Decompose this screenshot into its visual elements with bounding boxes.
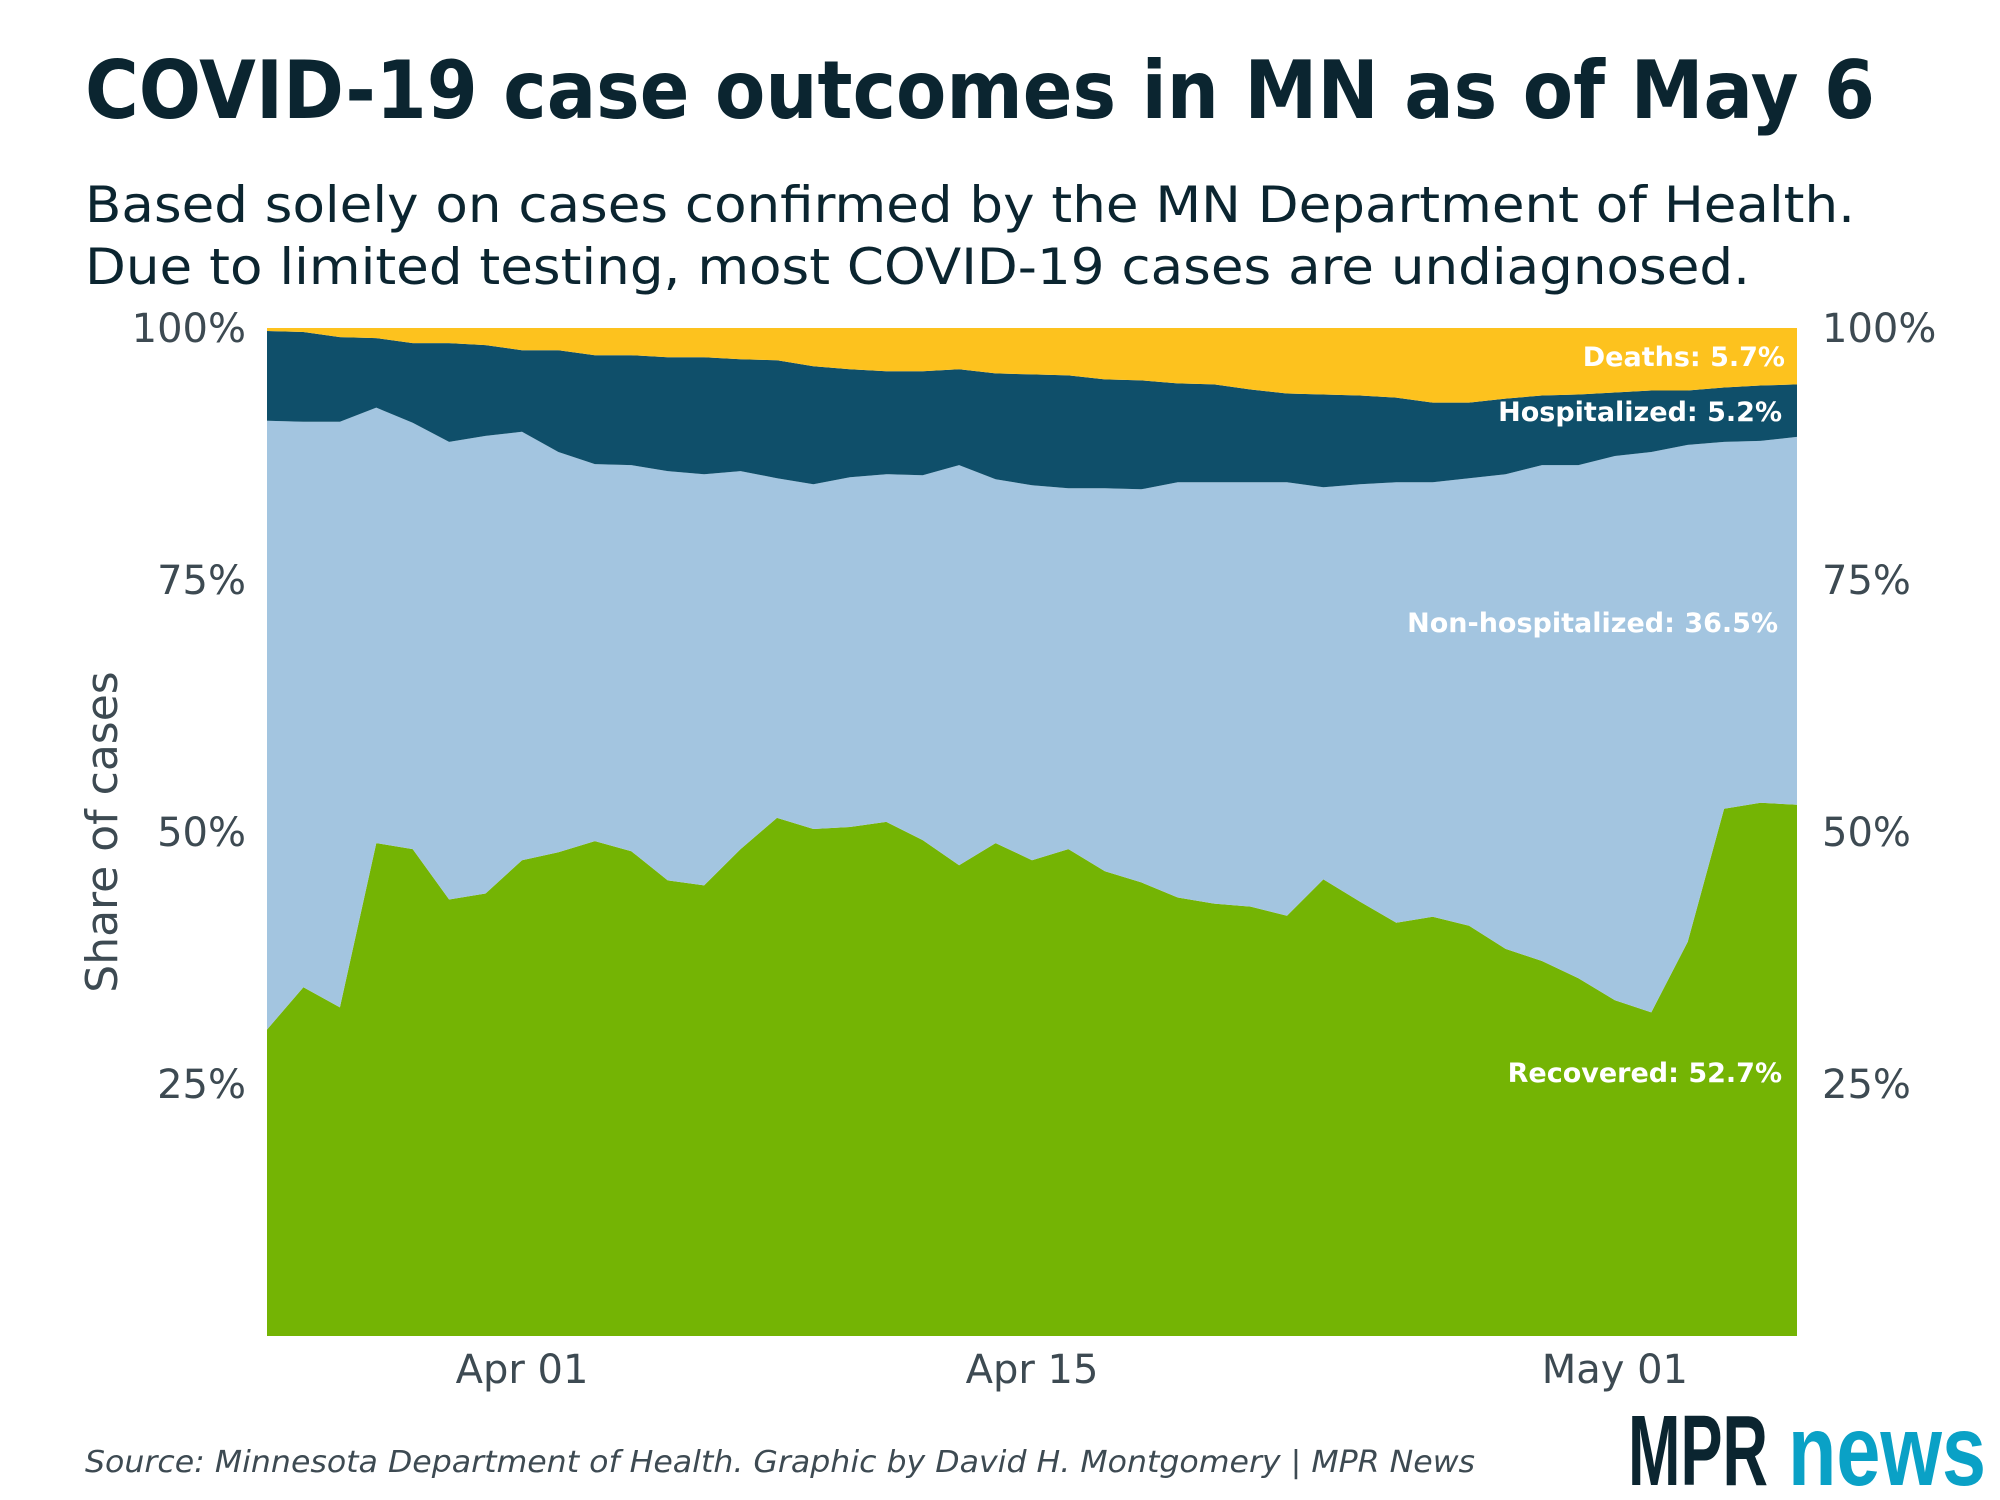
y-tick-left: 50% — [157, 810, 246, 856]
x-axis-ticks: Apr 01 Apr 15 May 01 — [456, 1347, 1688, 1393]
logo-news: news — [1788, 1395, 1986, 1500]
y-tick-right: 100% — [1822, 306, 1936, 352]
label-deaths: Deaths: 5.7% — [1583, 342, 1785, 373]
chart-title: COVID-19 case outcomes in MN as of May 6 — [85, 44, 1875, 137]
logo-mpr: MPR — [1628, 1395, 1768, 1500]
area-deaths — [267, 328, 1797, 403]
area-hospitalized — [267, 331, 1797, 490]
y-tick-right: 75% — [1822, 558, 1911, 604]
area-recovered — [267, 802, 1797, 1336]
subtitle-line-2: Due to limited testing, most COVID-19 ca… — [85, 238, 1750, 296]
y-tick-left: 100% — [132, 306, 246, 352]
y-axis-ticks: 25% 25% 50% 50% 75% 75% 100% 100% — [132, 306, 1937, 1108]
y-tick-right: 50% — [1822, 810, 1911, 856]
mpr-news-logo: MPR news — [1628, 1395, 1986, 1500]
y-tick-left: 25% — [157, 1062, 246, 1108]
subtitle-line-1: Based solely on cases confirmed by the M… — [85, 176, 1855, 234]
label-non-hospitalized: Non-hospitalized: 36.5% — [1407, 608, 1778, 639]
x-tick: Apr 15 — [966, 1347, 1099, 1393]
y-tick-left: 75% — [157, 558, 246, 604]
y-axis-label: Share of cases — [77, 671, 128, 992]
x-tick: May 01 — [1542, 1347, 1688, 1393]
label-hospitalized: Hospitalized: 5.2% — [1498, 397, 1782, 428]
label-recovered: Recovered: 52.7% — [1508, 1058, 1782, 1089]
y-tick-right: 25% — [1822, 1062, 1911, 1108]
x-tick: Apr 01 — [456, 1347, 589, 1393]
source-note: Source: Minnesota Department of Health. … — [85, 1445, 1475, 1480]
area-series — [267, 328, 1797, 1336]
area-non-hospitalized — [267, 407, 1797, 1030]
